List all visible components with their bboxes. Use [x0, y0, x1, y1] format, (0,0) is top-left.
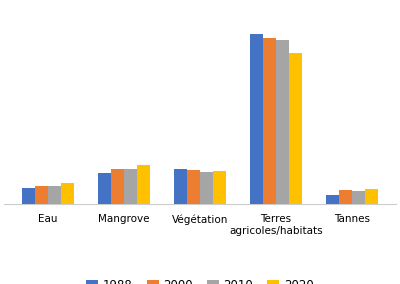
Bar [98, 173, 111, 204]
Bar [326, 195, 339, 204]
Bar [111, 169, 124, 204]
Bar [48, 186, 61, 204]
Bar [339, 190, 352, 204]
Bar [263, 38, 276, 204]
Bar [61, 183, 74, 204]
Bar [365, 189, 378, 204]
Bar [137, 165, 150, 204]
Bar [289, 53, 302, 204]
Bar [250, 34, 263, 204]
Legend: 1988, 2000, 2010, 2020: 1988, 2000, 2010, 2020 [82, 274, 318, 284]
Bar [22, 188, 35, 204]
Bar [174, 169, 187, 204]
Bar [124, 168, 137, 204]
Bar [35, 186, 48, 204]
Bar [200, 172, 213, 204]
Bar [213, 171, 226, 204]
Bar [187, 170, 200, 204]
Bar [352, 191, 365, 204]
Bar [276, 39, 289, 204]
